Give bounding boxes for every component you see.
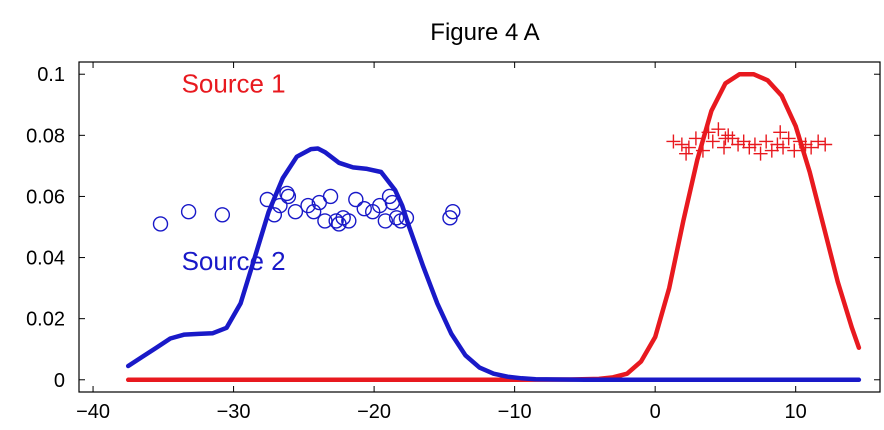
scatter-point-circle <box>341 213 357 229</box>
scatter-point-plus <box>753 146 768 161</box>
x-tick-label: 0 <box>650 401 661 423</box>
scatter-point-circle <box>398 210 415 226</box>
scatter-point-plus <box>701 125 716 140</box>
y-tick-label: 0.08 <box>26 125 65 147</box>
y-tick-label: 0.1 <box>37 64 65 86</box>
scatter-point-circle <box>356 200 372 217</box>
scatter-point-plus <box>705 134 720 149</box>
scatter-point-plus <box>736 134 751 149</box>
scatter-point-circle <box>272 197 288 214</box>
scatter-point-plus <box>688 131 703 146</box>
annotation-label: Source 2 <box>182 246 286 276</box>
scatter-point-plus <box>681 140 696 155</box>
scatter-point-circle <box>377 213 394 229</box>
scatter-point-plus <box>759 134 774 149</box>
scatter-point-circle <box>445 204 461 220</box>
x-tick-label: 10 <box>785 401 807 423</box>
scatter-point-plus <box>666 134 681 149</box>
scatter-point-plus <box>764 143 779 158</box>
x-axis: −40 −30 −20 −10 0 10 <box>76 62 807 423</box>
annotations: Source 1 Source 2 <box>182 69 286 276</box>
scatter-point-circle <box>259 191 276 208</box>
scatter-point-circle <box>279 185 295 202</box>
scatter-point-plus <box>717 140 732 155</box>
series-layer <box>125 71 862 383</box>
scatter-point-circle <box>180 204 197 220</box>
scatter-point-plus <box>679 146 694 161</box>
y-tick-label: 0.06 <box>26 186 65 208</box>
scatter-point-circle <box>214 207 231 223</box>
scatter-point-plus <box>695 143 710 158</box>
y-tick-label: 0.04 <box>26 248 65 270</box>
scatter-point-plus <box>798 137 813 152</box>
scatter-point-plus <box>804 140 819 155</box>
scatter-point-plus <box>811 134 826 149</box>
scatter-point-plus <box>776 140 791 155</box>
scatter-point-circle <box>152 216 169 232</box>
scatter-point-plus <box>781 131 796 146</box>
x-tick-label: −30 <box>217 401 251 423</box>
x-tick-label: −40 <box>76 401 110 423</box>
scatter-point-circle <box>287 204 304 220</box>
scatter-point-plus <box>718 131 733 146</box>
scatter-point-circle <box>266 207 283 223</box>
scatter-point-plus <box>792 134 807 149</box>
scatter-point-plus <box>711 122 726 137</box>
scatter-point-plus <box>731 137 746 152</box>
scatter-point-circle <box>388 210 405 226</box>
scatter-point-plus <box>742 140 757 155</box>
y-tick-label: 0 <box>54 370 65 392</box>
scatter-point-plus <box>773 125 788 140</box>
scatter-point-plus <box>674 137 689 152</box>
annotation-label: Source 1 <box>182 69 286 99</box>
scatter-point-circle <box>300 197 316 214</box>
y-axis: 0 0.02 0.04 0.06 0.08 0.1 <box>26 64 880 392</box>
scatter-point-plus <box>818 137 833 152</box>
scatter-point-circle <box>328 213 344 229</box>
chart-title: Figure 4 A <box>430 19 539 46</box>
x-tick-label: −20 <box>357 401 391 423</box>
scatter-point-circle <box>348 191 364 208</box>
y-tick-label: 0.02 <box>26 309 65 331</box>
scatter-point-circle <box>305 204 322 220</box>
plot-area <box>78 61 881 393</box>
scatter-point-circle <box>384 194 401 211</box>
scatter-point-circle <box>322 188 339 205</box>
x-tick-label: −10 <box>498 401 532 423</box>
series-line-1 <box>125 146 862 383</box>
scatter-point-plus <box>770 137 785 152</box>
scatter-point-plus <box>747 137 762 152</box>
scatter-point-plus <box>787 143 802 158</box>
